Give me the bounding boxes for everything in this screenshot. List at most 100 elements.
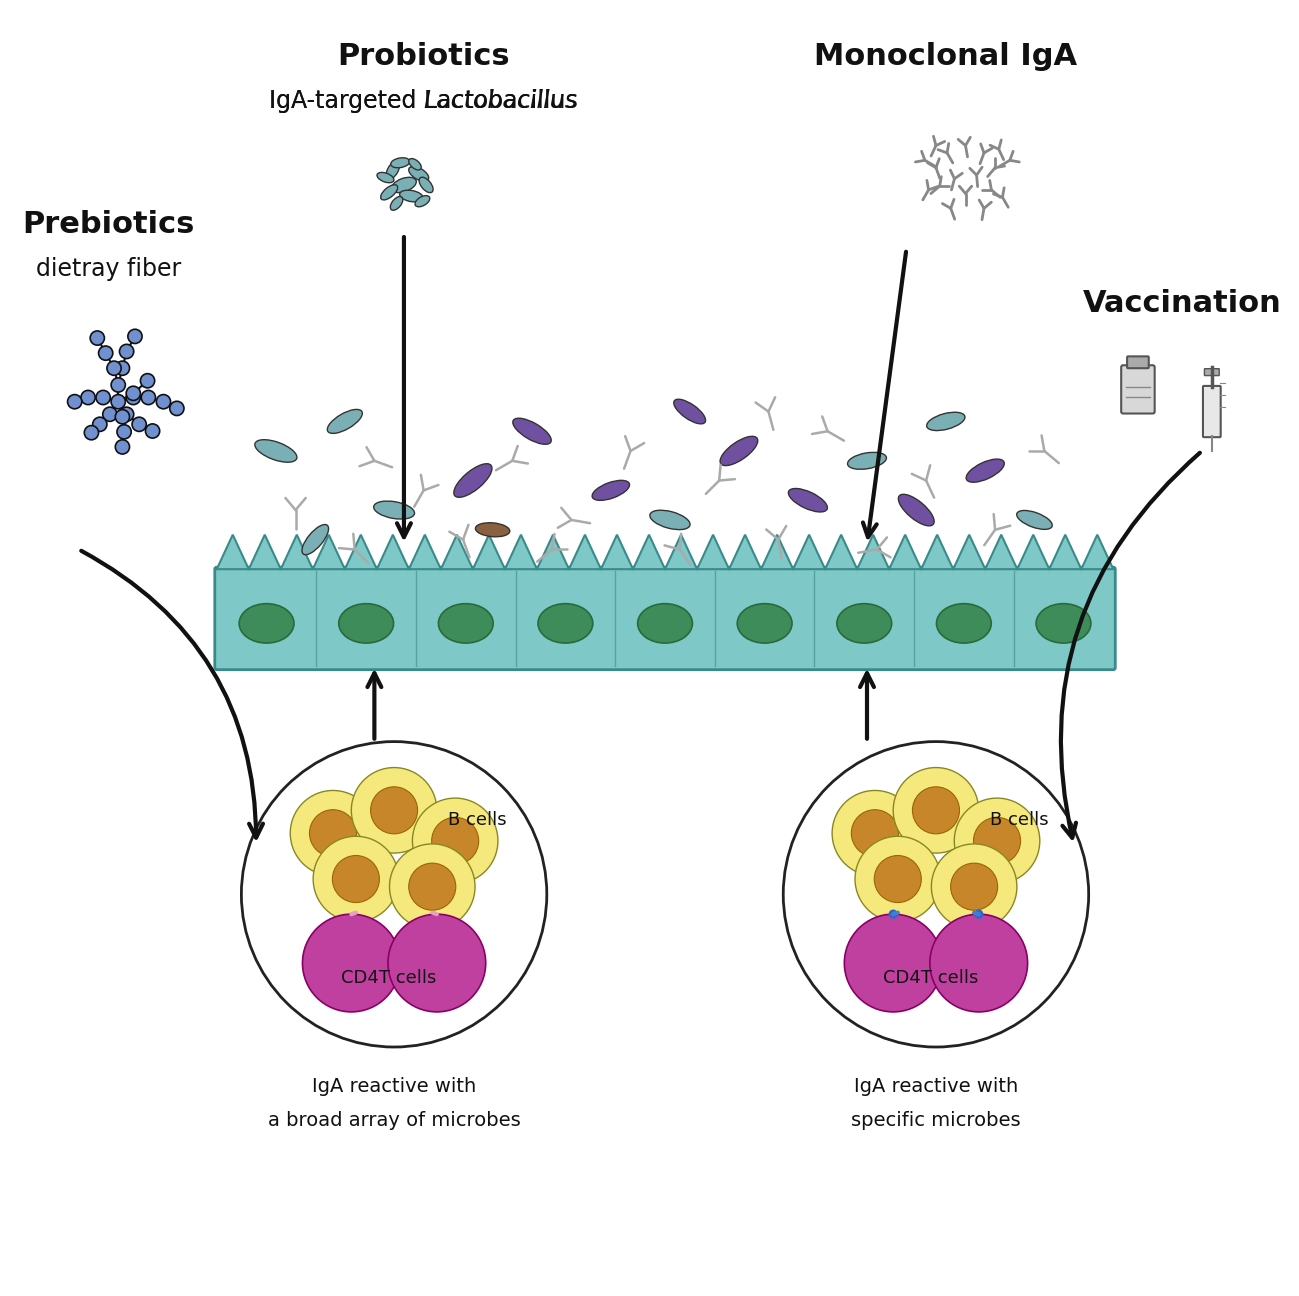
Circle shape [303,914,400,1012]
Text: CD4T cells: CD4T cells [342,969,436,988]
FancyBboxPatch shape [1121,365,1155,413]
Circle shape [333,855,379,902]
Text: Prebiotics: Prebiotics [22,210,195,238]
Polygon shape [217,535,249,569]
Circle shape [412,798,498,884]
Text: B cells: B cells [448,811,507,829]
Circle shape [140,373,155,388]
Ellipse shape [538,604,592,643]
Circle shape [912,787,960,833]
Polygon shape [665,535,698,569]
Ellipse shape [1017,511,1052,529]
Text: IgA-targeted: IgA-targeted [269,89,423,113]
Ellipse shape [966,459,1004,482]
Ellipse shape [738,604,792,643]
Text: IgA reactive with: IgA reactive with [853,1077,1018,1095]
Circle shape [117,425,131,439]
Circle shape [116,439,130,454]
Ellipse shape [409,166,429,181]
Circle shape [855,836,940,921]
Ellipse shape [409,158,421,170]
Circle shape [931,844,1017,929]
Polygon shape [1017,535,1050,569]
Circle shape [145,424,160,438]
Polygon shape [985,535,1017,569]
Circle shape [81,390,95,404]
Polygon shape [409,535,440,569]
Ellipse shape [301,525,329,555]
Polygon shape [473,535,505,569]
Polygon shape [1050,535,1081,569]
Circle shape [127,329,142,343]
Ellipse shape [837,604,891,643]
Ellipse shape [674,399,705,424]
Circle shape [112,394,125,408]
Circle shape [126,390,140,404]
Text: B cells: B cells [990,811,1048,829]
Polygon shape [698,535,729,569]
Circle shape [351,767,436,853]
Polygon shape [440,535,473,569]
Ellipse shape [638,604,692,643]
Circle shape [132,417,147,432]
Polygon shape [601,535,633,569]
Ellipse shape [377,172,394,183]
Polygon shape [633,535,665,569]
Text: Monoclonal IgA: Monoclonal IgA [814,43,1077,71]
Circle shape [833,791,917,876]
Ellipse shape [847,452,886,469]
Ellipse shape [416,196,430,207]
Ellipse shape [374,502,414,520]
Circle shape [955,798,1039,884]
Circle shape [894,767,978,853]
Circle shape [170,402,184,416]
Circle shape [156,394,170,408]
Ellipse shape [475,522,509,537]
Circle shape [409,863,456,910]
Ellipse shape [391,158,409,167]
Polygon shape [921,535,953,569]
Circle shape [96,390,110,404]
Polygon shape [377,535,409,569]
Circle shape [242,741,547,1047]
FancyBboxPatch shape [214,568,1116,670]
Circle shape [92,417,107,432]
Polygon shape [953,535,985,569]
Polygon shape [505,535,536,569]
Polygon shape [344,535,377,569]
Polygon shape [281,535,313,569]
Text: CD4T cells: CD4T cells [883,969,978,988]
Circle shape [370,787,417,833]
Ellipse shape [453,464,492,498]
Polygon shape [1081,535,1113,569]
Ellipse shape [899,494,934,526]
Ellipse shape [327,410,362,433]
Ellipse shape [937,604,991,643]
Ellipse shape [926,412,965,430]
Text: IgA-targeted Lactobacillus: IgA-targeted Lactobacillus [269,89,578,113]
FancyBboxPatch shape [1204,368,1220,376]
Ellipse shape [438,604,494,643]
Ellipse shape [255,439,297,463]
Circle shape [390,844,475,929]
Circle shape [120,407,134,421]
Circle shape [783,741,1089,1047]
Circle shape [951,863,998,910]
FancyBboxPatch shape [1128,356,1148,368]
Circle shape [431,818,479,864]
Circle shape [112,378,125,393]
Text: dietray fiber: dietray fiber [36,257,181,281]
Ellipse shape [381,185,397,200]
Circle shape [974,910,982,918]
Circle shape [973,818,1021,864]
Ellipse shape [391,178,416,193]
Circle shape [116,362,130,376]
Circle shape [874,855,921,902]
Circle shape [68,394,82,408]
Text: Probiotics: Probiotics [338,43,511,71]
Ellipse shape [390,197,403,210]
FancyBboxPatch shape [1203,386,1221,437]
Text: Vaccination: Vaccination [1083,289,1282,318]
Circle shape [99,346,113,360]
Polygon shape [889,535,921,569]
